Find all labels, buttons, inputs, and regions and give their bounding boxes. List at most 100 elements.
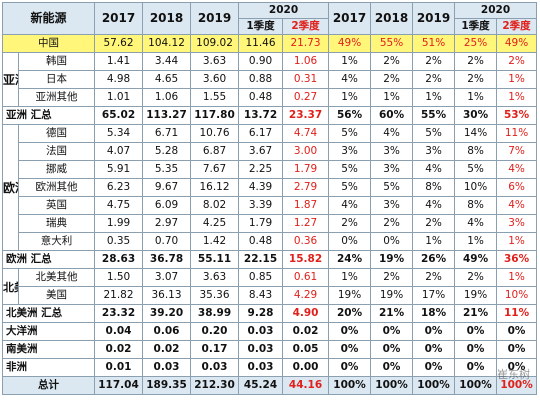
cell-2017: 0.35 bbox=[94, 232, 144, 251]
cell-2019: 0.03 bbox=[190, 358, 240, 377]
cell-2017: 57.62 bbox=[94, 34, 144, 53]
cell-2018: 3.07 bbox=[142, 268, 192, 287]
cell-share-q1: 2% bbox=[454, 268, 498, 287]
watermark: 崔东树 bbox=[497, 368, 530, 381]
cell-q2: 0.02 bbox=[282, 322, 330, 341]
cell-2018: 2.97 bbox=[142, 214, 192, 233]
cell-share-2017: 1% bbox=[328, 268, 372, 287]
cell-q1: 0.03 bbox=[238, 322, 284, 341]
cell-2019: 1.42 bbox=[190, 232, 240, 251]
cell-share-2019: 2% bbox=[412, 70, 456, 89]
cell-share-2018: 0% bbox=[370, 358, 414, 377]
table-row: 中国 57.62 104.12 109.02 11.46 21.73 49% 5… bbox=[1, 34, 538, 53]
cell-share-q1: 25% bbox=[454, 34, 498, 53]
row-label: 总计 bbox=[1, 376, 96, 395]
cell-share-2018: 2% bbox=[370, 214, 414, 233]
cell-share-q2: 0% bbox=[496, 340, 538, 359]
header-share-2017: 2017 bbox=[328, 2, 372, 35]
cell-share-q1: 4% bbox=[454, 214, 498, 233]
cell-share-2019: 2% bbox=[412, 214, 456, 233]
table-row: 非洲 0.01 0.03 0.03 0.03 0.00 0% 0% 0% 0% … bbox=[1, 358, 538, 377]
cell-share-q1: 21% bbox=[454, 304, 498, 323]
cell-share-q2: 11% bbox=[496, 304, 538, 323]
cell-2017: 0.04 bbox=[94, 322, 144, 341]
row-label: 德国 bbox=[17, 124, 96, 143]
cell-share-q1: 0% bbox=[454, 340, 498, 359]
cell-2017: 6.23 bbox=[94, 178, 144, 197]
row-label: 北美洲 汇总 bbox=[1, 304, 96, 323]
cell-2017: 4.07 bbox=[94, 142, 144, 161]
cell-share-2019: 1% bbox=[412, 232, 456, 251]
table-row: 法国 4.07 5.28 6.87 3.67 3.00 3% 3% 3% 8% … bbox=[3, 142, 538, 161]
cell-2017: 117.04 bbox=[94, 376, 144, 395]
cell-2018: 113.27 bbox=[142, 106, 192, 125]
table-row: 北美洲 北美其他 1.50 3.07 3.63 0.85 0.61 1% 2% … bbox=[2, 268, 538, 305]
header-share-2018: 2018 bbox=[370, 2, 414, 35]
cell-share-2018: 3% bbox=[370, 142, 414, 161]
cell-share-2017: 0% bbox=[328, 232, 372, 251]
cell-share-q2: 1% bbox=[496, 88, 538, 107]
cell-2019: 0.17 bbox=[190, 340, 240, 359]
cell-2019: 109.02 bbox=[190, 34, 240, 53]
cell-q2: 15.82 bbox=[282, 250, 330, 269]
cell-share-2019: 51% bbox=[412, 34, 456, 53]
cell-q1: 0.03 bbox=[238, 358, 284, 377]
table-row: 欧洲 德国 5.34 6.71 10.76 6.17 4.74 5% 4% 5%… bbox=[2, 124, 538, 251]
cell-share-q1: 19% bbox=[454, 286, 498, 305]
cell-2018: 1.06 bbox=[142, 88, 192, 107]
cell-share-q1: 8% bbox=[454, 142, 498, 161]
cell-share-q1: 8% bbox=[454, 196, 498, 215]
cell-q1: 6.17 bbox=[238, 124, 284, 143]
cell-q1: 0.48 bbox=[238, 232, 284, 251]
table-row-total: 总计 117.04 189.35 212.30 45.24 44.16 100%… bbox=[1, 376, 538, 395]
table-row: 瑞典 1.99 2.97 4.25 1.79 1.27 2% 2% 2% 4% … bbox=[3, 214, 538, 233]
cell-share-q1: 1% bbox=[454, 232, 498, 251]
header-year-2018: 2018 bbox=[142, 2, 192, 35]
cell-q2: 2.79 bbox=[282, 178, 330, 197]
cell-share-2018: 2% bbox=[370, 52, 414, 71]
header-2020-share: 2020 bbox=[454, 2, 538, 19]
cell-2018: 36.78 bbox=[142, 250, 192, 269]
cell-share-2019: 4% bbox=[412, 196, 456, 215]
cell-share-2019: 0% bbox=[412, 358, 456, 377]
cell-share-2018: 2% bbox=[370, 268, 414, 287]
cell-share-q1: 0% bbox=[454, 358, 498, 377]
cell-2019: 4.25 bbox=[190, 214, 240, 233]
region-label-north-america: 北美洲 bbox=[2, 268, 19, 305]
cell-share-q1: 2% bbox=[454, 70, 498, 89]
table-row: 南美洲 0.02 0.02 0.17 0.03 0.05 0% 0% 0% 0%… bbox=[1, 340, 538, 359]
header-year-2019: 2019 bbox=[190, 2, 240, 35]
cell-share-q2: 7% bbox=[496, 142, 538, 161]
cell-share-2017: 4% bbox=[328, 70, 372, 89]
cell-q1: 0.88 bbox=[238, 70, 284, 89]
cell-2017: 1.41 bbox=[94, 52, 144, 71]
cell-share-2018: 2% bbox=[370, 70, 414, 89]
cell-share-q2: 4% bbox=[496, 160, 538, 179]
row-label: 欧洲 汇总 bbox=[1, 250, 96, 269]
cell-share-2017: 2% bbox=[328, 214, 372, 233]
cell-share-q1: 1% bbox=[454, 88, 498, 107]
row-label: 法国 bbox=[17, 142, 96, 161]
cell-share-2019: 17% bbox=[412, 286, 456, 305]
cell-2019: 0.20 bbox=[190, 322, 240, 341]
table-row: 亚洲其他 1.01 1.06 1.55 0.48 0.27 1% 1% 1% 1… bbox=[3, 88, 538, 107]
cell-share-2019: 5% bbox=[412, 124, 456, 143]
cell-q2: 0.00 bbox=[282, 358, 330, 377]
ev-sales-table: 新能源 2017 2018 2019 2020 2017 2018 2019 2… bbox=[1, 2, 538, 395]
cell-q1: 3.39 bbox=[238, 196, 284, 215]
cell-2017: 0.02 bbox=[94, 340, 144, 359]
cell-q1: 4.39 bbox=[238, 178, 284, 197]
cell-share-q2: 0% bbox=[496, 322, 538, 341]
cell-2019: 3.60 bbox=[190, 70, 240, 89]
cell-q2: 0.61 bbox=[282, 268, 330, 287]
cell-share-2017: 49% bbox=[328, 34, 372, 53]
cell-2018: 36.13 bbox=[142, 286, 192, 305]
cell-2019: 1.55 bbox=[190, 88, 240, 107]
table-row: 亚洲 韩国 1.41 3.44 3.63 0.90 1.06 1% 2% 2% … bbox=[2, 52, 538, 107]
cell-q1: 9.28 bbox=[238, 304, 284, 323]
cell-share-2019: 55% bbox=[412, 106, 456, 125]
cell-share-2018: 21% bbox=[370, 304, 414, 323]
cell-share-2017: 19% bbox=[328, 286, 372, 305]
cell-q1: 11.46 bbox=[238, 34, 284, 53]
